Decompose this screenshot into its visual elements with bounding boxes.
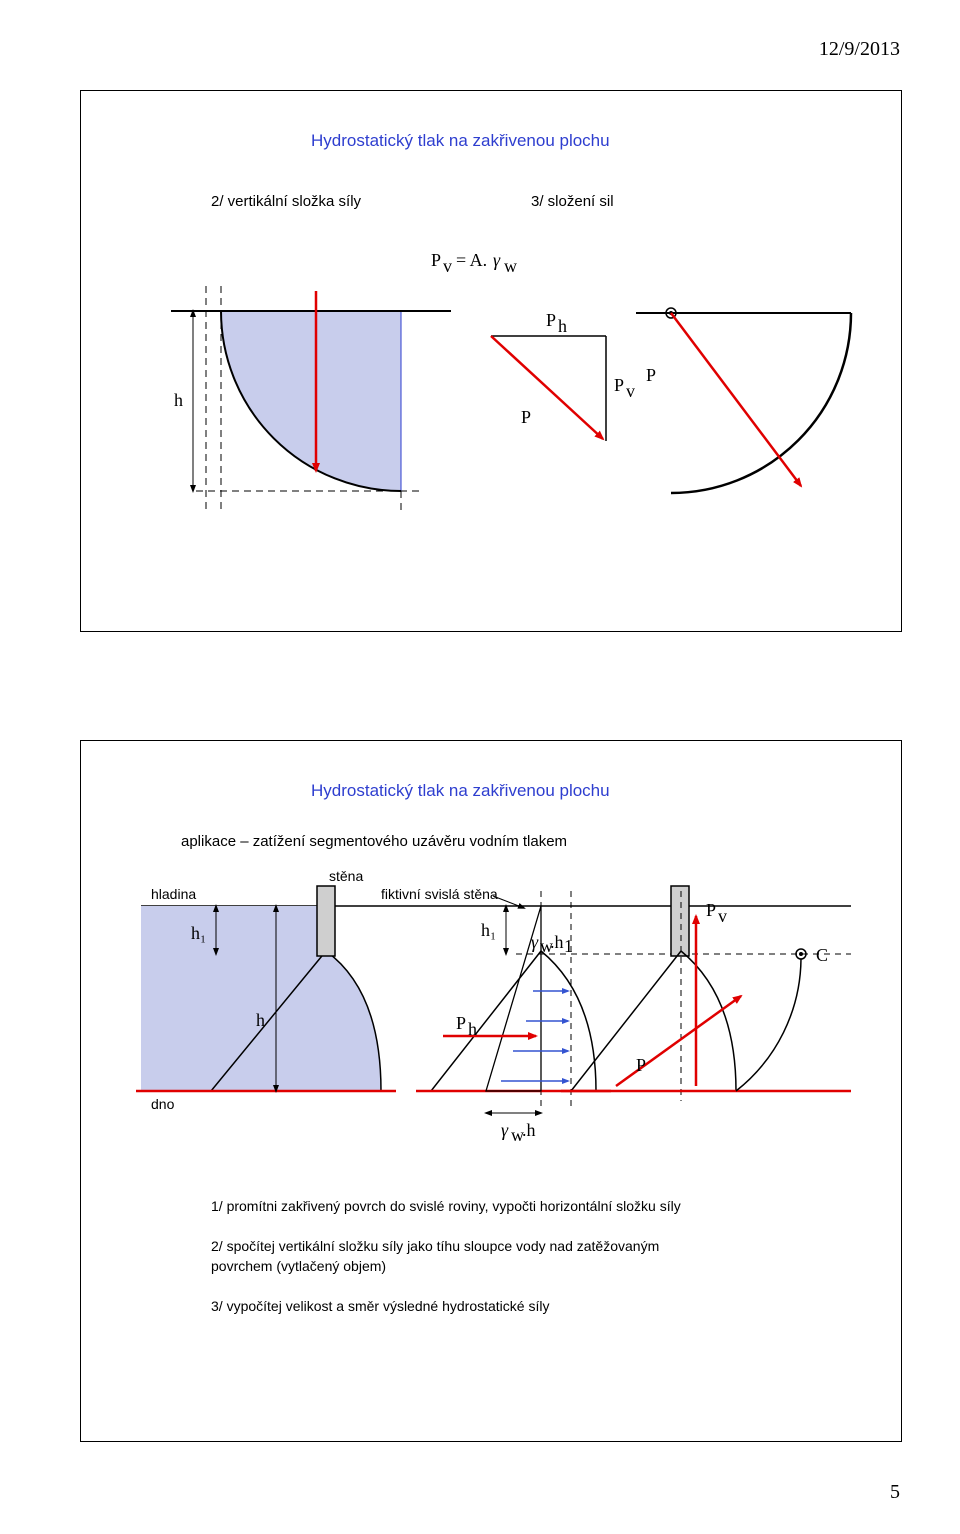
page-number: 5 <box>890 1481 900 1504</box>
svg-text:v: v <box>718 906 727 926</box>
slide2-title: Hydrostatický tlak na zakřivenou plochu <box>311 781 610 800</box>
svg-text:h: h <box>558 316 567 336</box>
pressure-diagram-middle: fiktivní svislá stěna h₁ γ w .h <box>381 886 851 1145</box>
step-2-line2: povrchem (vytlačený objem) <box>211 1258 386 1274</box>
svg-text:.h: .h <box>522 1120 536 1140</box>
label-fikt: fiktivní svislá stěna <box>381 886 498 902</box>
slide1-title: Hydrostatický tlak na zakřivenou plochu <box>311 131 610 150</box>
label-P-right: P <box>636 1055 646 1075</box>
svg-text:1: 1 <box>564 936 573 956</box>
slide1-sub-right: 3/ složení sil <box>531 193 614 210</box>
label-P: P <box>521 407 531 427</box>
svg-text:P: P <box>431 250 441 270</box>
label-dno: dno <box>151 1096 175 1112</box>
svg-text:γ: γ <box>501 1120 509 1140</box>
label-P2: P <box>646 365 656 385</box>
svg-text:γ: γ <box>531 932 539 952</box>
svg-text:P: P <box>456 1013 466 1033</box>
svg-text:.h: .h <box>550 932 564 952</box>
svg-text:v: v <box>626 381 635 401</box>
svg-text:P: P <box>706 900 716 920</box>
resultant-right: C Pv P <box>561 886 851 1101</box>
svg-text:v: v <box>443 256 452 276</box>
svg-text:w: w <box>504 256 517 276</box>
label-h1-mid: h₁ <box>481 920 496 940</box>
slide-2-svg: Hydrostatický tlak na zakřivenou plochu … <box>81 741 901 1441</box>
label-h1: h₁ <box>191 923 206 943</box>
label-hladina: hladina <box>151 886 196 902</box>
slide-1-svg: Hydrostatický tlak na zakřivenou plochu … <box>81 91 901 631</box>
diagram-vertical-component: h <box>171 286 451 511</box>
svg-text:P: P <box>546 310 556 330</box>
slide1-sub-left: 2/ vertikální složka síly <box>211 193 362 210</box>
svg-text:γ: γ <box>493 250 501 270</box>
diagram-resultant-on-arc: P <box>636 308 851 493</box>
step-2-line1: 2/ spočítej vertikální složku síly jako … <box>211 1238 659 1254</box>
step-3: 3/ vypočítej velikost a směr výsledné hy… <box>211 1298 549 1314</box>
diagram-force-triangle: Ph Pv P <box>491 310 635 441</box>
slide-2: Hydrostatický tlak na zakřivenou plochu … <box>80 740 902 1442</box>
formula-pv-agw: P v = A. γ w <box>431 250 517 276</box>
label-stena: stěna <box>329 868 363 884</box>
slide-1: Hydrostatický tlak na zakřivenou plochu … <box>80 90 902 632</box>
svg-text:P: P <box>614 375 624 395</box>
label-h: h <box>174 390 183 410</box>
svg-text:= A.: = A. <box>456 250 487 270</box>
header-date: 12/9/2013 <box>819 38 900 61</box>
label-h: h <box>256 1010 265 1030</box>
page: 12/9/2013 5 Hydrostatický tlak na zakřiv… <box>0 0 960 1534</box>
slide2-subtitle: aplikace – zatížení segmentového uzávěru… <box>181 833 567 850</box>
label-C: C <box>816 945 828 965</box>
svg-text:h: h <box>468 1019 477 1039</box>
step-1: 1/ promítni zakřivený povrch do svislé r… <box>211 1198 681 1214</box>
gate-left: hladina stěna dno h₁ h <box>136 868 396 1112</box>
